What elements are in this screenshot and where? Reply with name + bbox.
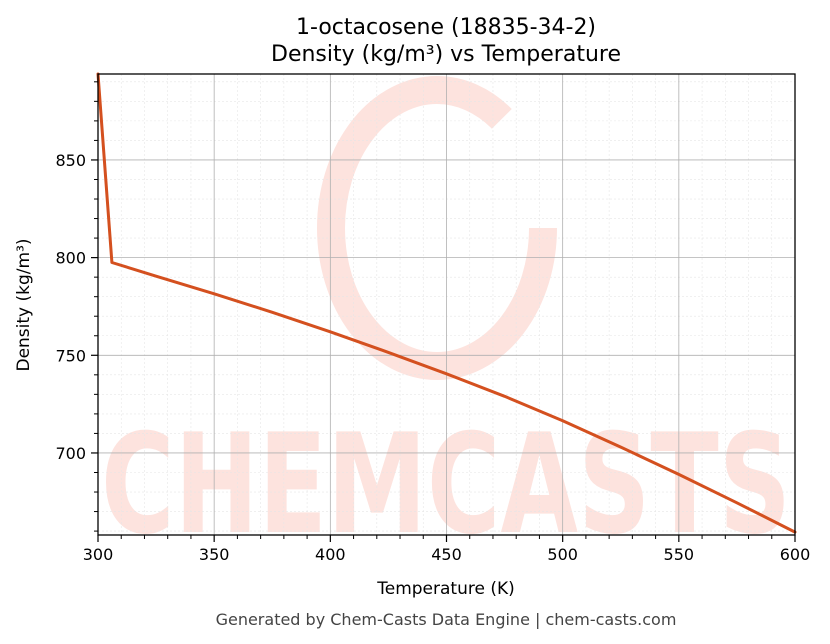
y-tick-label: 750 [55,346,86,365]
y-tick-label: 800 [55,249,86,268]
tick-labels: 300 350 400 450 500 550 600 700 750 800 850 [55,151,810,564]
chart-title: 1-octacosene (18835-34-2) [296,15,596,40]
x-tick-label: 500 [547,545,578,564]
x-axis-label: Temperature (K) [376,579,515,599]
x-tick-label: 450 [431,545,462,564]
y-tick-label: 700 [55,444,86,463]
density-series-line [96,72,797,534]
x-tick-label: 350 [199,545,230,564]
watermark: CHEMCASTS [101,76,791,565]
x-tick-label: 550 [664,545,695,564]
y-axis-label: Density (kg/m³) [14,238,34,371]
x-tick-label: 400 [315,545,346,564]
axis-ticks [91,81,796,542]
x-tick-label: 300 [83,545,114,564]
x-tick-label: 600 [780,545,811,564]
y-tick-label: 850 [55,151,86,170]
watermark-logo-ring [317,76,557,380]
footer-credit: Generated by Chem-Casts Data Engine | ch… [216,610,677,629]
chart-subtitle: Density (kg/m³) vs Temperature [271,42,621,67]
